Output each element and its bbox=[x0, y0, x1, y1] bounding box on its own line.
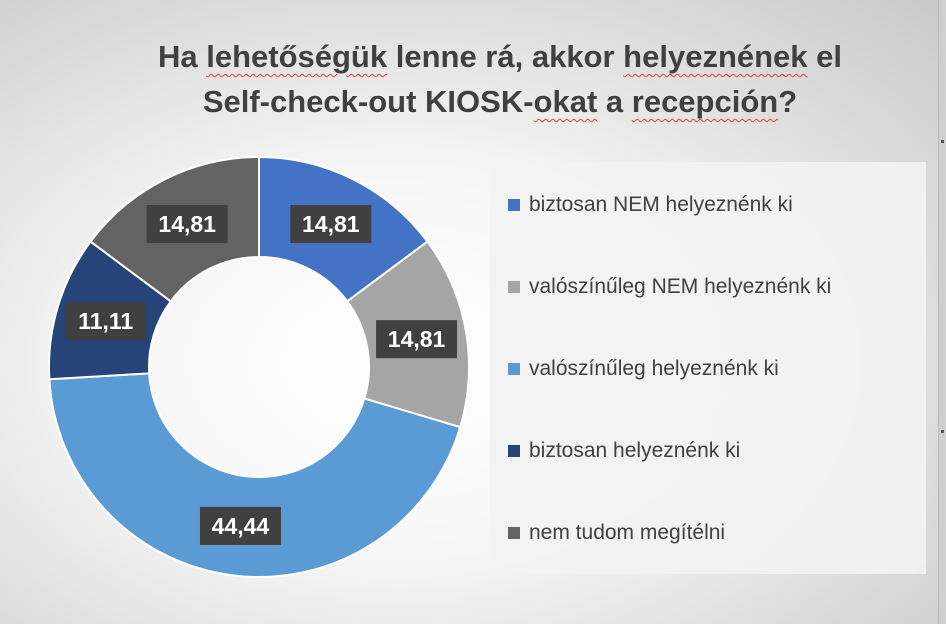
legend-swatch bbox=[508, 363, 520, 375]
data-label-box bbox=[146, 205, 228, 244]
legend-swatch bbox=[508, 445, 520, 457]
data-label-text: 11,11 bbox=[78, 308, 133, 334]
legend-item: biztosan helyeznénk ki bbox=[508, 436, 740, 466]
window-edge-scrollbar bbox=[938, 0, 946, 624]
chart-title-line-2: Self-check-out KIOSK-okat a recepción? bbox=[203, 84, 797, 119]
legend-swatch bbox=[508, 281, 520, 293]
legend-item: valószínűleg helyeznénk ki bbox=[508, 354, 779, 384]
chart-title-segment: ? bbox=[778, 84, 798, 119]
chart-title-line-1: Ha lehetőségük lenne rá, akkor helyeznén… bbox=[158, 39, 842, 74]
legend-swatch bbox=[508, 199, 520, 211]
chart-title-segment: lenne rá, akkor bbox=[387, 39, 624, 74]
data-label-text: 14,81 bbox=[158, 211, 216, 237]
legend-item: valószínűleg NEM helyeznénk ki bbox=[508, 272, 831, 302]
legend-swatch bbox=[508, 527, 520, 539]
legend-item: biztosan NEM helyeznénk ki bbox=[508, 190, 793, 220]
chart-title: Ha lehetőségük lenne rá, akkor helyeznén… bbox=[60, 34, 940, 124]
donut-slice bbox=[48, 372, 462, 578]
data-label-box bbox=[199, 506, 281, 545]
data-label: 44,44 bbox=[199, 506, 281, 545]
legend-label: valószínűleg NEM helyeznénk ki bbox=[529, 275, 832, 298]
data-label: 11,11 bbox=[65, 302, 147, 341]
chart-title-segment: helyeznének bbox=[623, 39, 808, 74]
data-label-box bbox=[376, 320, 458, 359]
legend-label: valószínűleg helyeznénk ki bbox=[529, 357, 779, 380]
data-label: 14,81 bbox=[146, 205, 228, 244]
chart-title-segment: okat bbox=[533, 84, 598, 119]
data-label-box bbox=[290, 205, 372, 244]
chart-title-segment: a bbox=[597, 84, 632, 119]
data-label-box bbox=[65, 302, 147, 341]
chart-title-segment: Self-check-out KIOSK- bbox=[202, 84, 534, 119]
legend-item: nem tudom megítélni bbox=[508, 518, 725, 548]
data-label-text: 44,44 bbox=[212, 513, 270, 539]
chart-title-segment: Ha bbox=[157, 39, 207, 74]
legend-label: biztosan NEM helyeznénk ki bbox=[529, 193, 793, 216]
data-label-text: 14,81 bbox=[302, 211, 360, 237]
chart-title-segment: lehetőségük bbox=[206, 39, 388, 74]
legend-label: nem tudom megítélni bbox=[529, 521, 726, 544]
chart-title-segment: recepción bbox=[631, 84, 779, 119]
chart-title-segment: el bbox=[807, 39, 843, 74]
chart-legend: biztosan NEM helyeznénk ki valószínűleg N… bbox=[490, 162, 926, 574]
data-label: 14,81 bbox=[376, 320, 458, 359]
legend-label: biztosan helyeznénk ki bbox=[529, 439, 741, 462]
data-label: 14,81 bbox=[290, 205, 372, 244]
data-label-text: 14,81 bbox=[388, 326, 446, 352]
